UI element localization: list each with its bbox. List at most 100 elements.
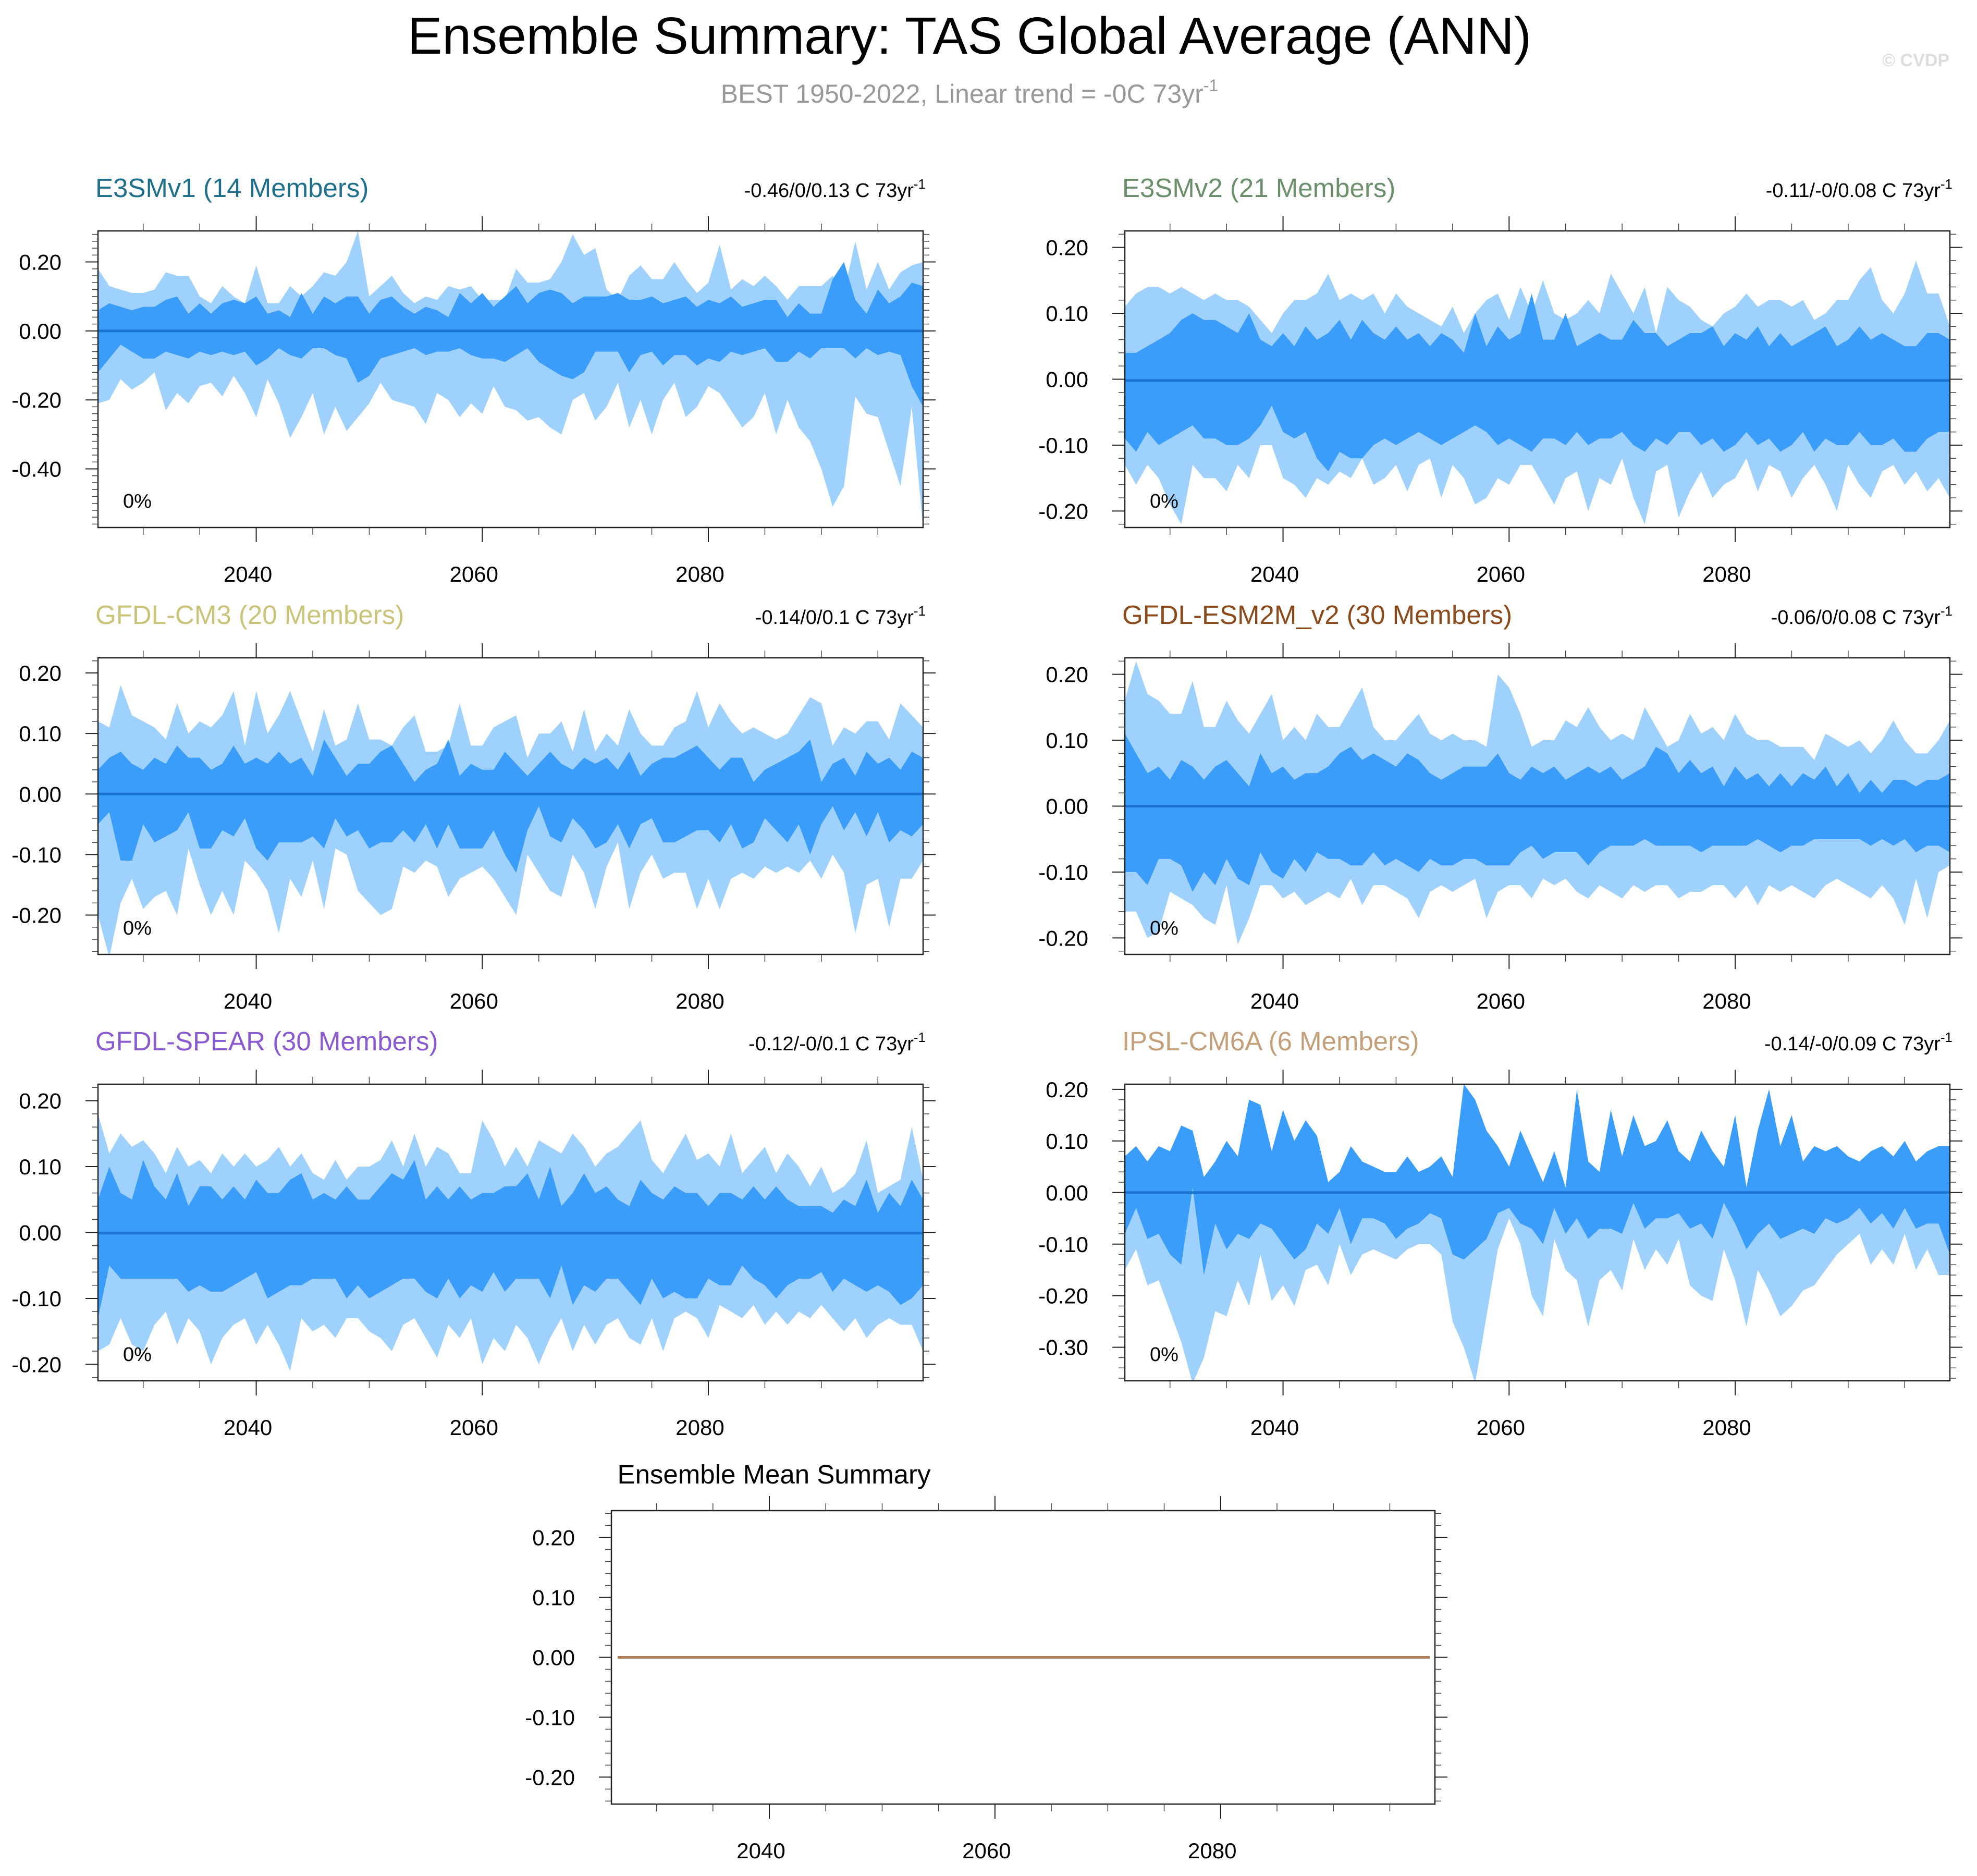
x-tick-label: 2080 [676, 1415, 724, 1440]
inner-percentile-band [1125, 1084, 1950, 1276]
panel-trend-text: -0.14/0/0.1 C 73yr [755, 607, 914, 629]
x-tick-label: 2040 [1250, 1415, 1299, 1440]
panel-title: E3SMv2 (21 Members) [1122, 173, 1395, 203]
panel-trend-text: -0.06/0/0.08 C 73yr [1771, 607, 1941, 629]
plot-area [98, 1113, 923, 1371]
y-tick-label: 0.00 [19, 319, 62, 344]
y-tick-label: 0.20 [19, 1089, 62, 1113]
y-tick-label: 0.20 [1046, 1077, 1088, 1102]
panel-trend-label: -0.06/0/0.08 C 73yr-1 [1771, 603, 1953, 629]
x-tick-label: 2040 [736, 1838, 785, 1863]
percent-label: 0% [1150, 1344, 1178, 1366]
panel-title: GFDL-CM3 (20 Members) [95, 600, 404, 630]
y-tick-label: -0.10 [11, 1286, 62, 1311]
y-tick-label: -0.20 [1038, 1284, 1088, 1308]
chart-panel: 0.20 0.10 0.00 -0.10 -0.20 2040 2060 2080 GFDL-S… [11, 1026, 936, 1440]
y-tick-label: 0.00 [532, 1646, 575, 1670]
panel-trend-label: -0.14/-0/0.09 C 73yr-1 [1764, 1029, 1953, 1055]
y-tick-label: 0.20 [532, 1526, 575, 1550]
percent-label: 0% [123, 1344, 152, 1366]
x-tick-label: 2080 [1188, 1838, 1236, 1863]
y-tick-label: -0.20 [11, 1352, 62, 1377]
plot-area [98, 231, 923, 528]
y-tick-label: -0.20 [525, 1765, 575, 1789]
panel-title: IPSL-CM6A (6 Members) [1122, 1026, 1419, 1056]
panel-trend-label: -0.12/-0/0.1 C 73yr-1 [748, 1029, 926, 1055]
plot-area [1125, 1084, 1950, 1381]
y-tick-label: 0.20 [1046, 236, 1088, 260]
figure-subtitle-superscript: -1 [1204, 76, 1218, 95]
chart-panel: 0.20 0.00 -0.20 -0.40 2040 2060 2080 E3SMv1 (14… [11, 173, 936, 586]
plot-area [1125, 260, 1950, 524]
x-tick-label: 2060 [1477, 1415, 1525, 1440]
y-tick-label: 0.10 [19, 1155, 62, 1179]
x-tick-label: 2060 [962, 1838, 1011, 1863]
y-tick-label: 0.00 [19, 782, 62, 806]
inner-percentile-band [98, 262, 923, 407]
y-tick-label: -0.20 [1038, 926, 1088, 950]
inner-percentile-band [98, 1160, 923, 1318]
panel-trend-label: -0.14/0/0.1 C 73yr-1 [755, 603, 926, 629]
plot-area [1125, 661, 1950, 945]
figure-subtitle-text: BEST 1950-2022, Linear trend = -0C 73yr [721, 79, 1204, 108]
inner-percentile-band [98, 739, 923, 873]
y-tick-label: 0.10 [19, 721, 62, 746]
y-tick-label: -0.20 [11, 388, 62, 412]
panel-title: GFDL-SPEAR (30 Members) [95, 1026, 438, 1056]
y-tick-label: 0.00 [1046, 367, 1088, 392]
y-tick-label: 0.00 [19, 1221, 62, 1245]
panel-trend-superscript: -1 [914, 603, 926, 619]
x-tick-label: 2040 [224, 562, 272, 586]
figure-title: Ensemble Summary: TAS Global Average (AN… [408, 7, 1531, 65]
inner-percentile-band [1125, 733, 1950, 892]
panel-trend-text: -0.12/-0/0.1 C 73yr [748, 1033, 914, 1055]
y-tick-label: 0.10 [1046, 728, 1088, 753]
inner-percentile-band [1125, 293, 1950, 472]
x-tick-label: 2040 [1250, 562, 1299, 586]
y-tick-label: -0.10 [1038, 860, 1088, 885]
x-tick-label: 2080 [676, 989, 724, 1013]
y-tick-label: -0.10 [1038, 1232, 1088, 1257]
chart-panel: 0.20 0.10 0.00 -0.10 -0.20 2040 2060 2080 Ensemb… [525, 1460, 1447, 1863]
percent-label: 0% [1150, 917, 1178, 939]
y-tick-label: -0.10 [525, 1705, 575, 1730]
y-tick-label: 0.20 [19, 250, 62, 275]
plot-area [98, 685, 923, 954]
x-tick-label: 2060 [450, 989, 498, 1013]
x-tick-label: 2060 [1477, 562, 1525, 586]
panels: 0.20 0.00 -0.20 -0.40 2040 2060 2080 E3SMv1 (14… [11, 173, 1962, 1863]
panel-trend-superscript: -1 [1941, 603, 1953, 619]
y-tick-label: 0.00 [1046, 794, 1088, 819]
y-tick-label: -0.40 [11, 457, 62, 482]
outer-percentile-band [98, 231, 923, 528]
y-tick-label: 0.10 [1046, 301, 1088, 326]
panel-trend-text: -0.14/-0/0.09 C 73yr [1764, 1033, 1941, 1055]
figure-subtitle: BEST 1950-2022, Linear trend = -0C 73yr-… [721, 76, 1218, 108]
y-tick-label: -0.30 [1038, 1335, 1088, 1360]
y-tick-label: -0.20 [11, 903, 62, 928]
chart-panel: 0.20 0.10 0.00 -0.10 -0.20 2040 2060 2080 E3SMv2… [1038, 173, 1962, 586]
panel-trend-label: -0.11/-0/0.08 C 73yr-1 [1766, 176, 1953, 202]
y-tick-label: -0.10 [11, 842, 62, 867]
panel-title: GFDL-ESM2M_v2 (30 Members) [1122, 600, 1512, 630]
plot-frame [1124, 1083, 1951, 1382]
percent-label: 0% [1150, 491, 1178, 512]
panel-trend-text: -0.11/-0/0.08 C 73yr [1766, 180, 1941, 202]
chart-panel: 0.20 0.10 0.00 -0.10 -0.20 2040 2060 2080 GFDL-E… [1038, 600, 1962, 1013]
y-tick-label: 0.20 [1046, 663, 1088, 687]
x-tick-label: 2080 [1702, 562, 1751, 586]
x-tick-label: 2080 [1702, 989, 1751, 1013]
y-tick-label: 0.20 [19, 661, 62, 685]
percent-label: 0% [123, 491, 152, 512]
panel-title: E3SMv1 (14 Members) [95, 173, 369, 203]
y-tick-label: 0.10 [532, 1586, 575, 1610]
y-tick-label: 0.00 [1046, 1181, 1088, 1205]
x-tick-label: 2040 [224, 989, 272, 1013]
chart-panel: 0.20 0.10 0.00 -0.10 -0.20 2040 2060 2080 GFDL-C… [11, 600, 936, 1013]
x-tick-label: 2060 [450, 1415, 498, 1440]
panel-title: Ensemble Mean Summary [618, 1460, 931, 1489]
y-tick-label: 0.10 [1046, 1129, 1088, 1154]
watermark: © CVDP [1882, 51, 1949, 70]
y-tick-label: -0.20 [1038, 499, 1088, 523]
